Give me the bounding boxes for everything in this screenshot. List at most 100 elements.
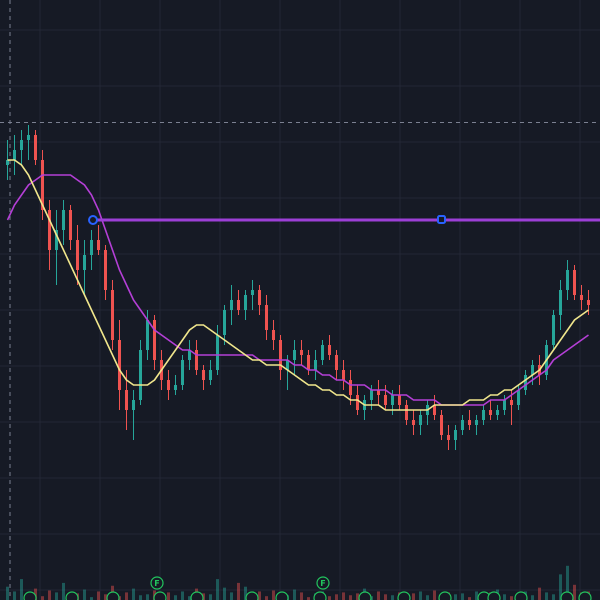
earnings-badge-icon[interactable]	[316, 576, 330, 590]
candle-body[interactable]	[251, 290, 254, 295]
candle-body[interactable]	[335, 355, 338, 370]
event-badge-icon[interactable]	[190, 591, 204, 600]
candle-body[interactable]	[69, 210, 72, 240]
candle-body[interactable]	[174, 385, 177, 390]
candle-body[interactable]	[454, 430, 457, 440]
candle-body[interactable]	[384, 395, 387, 405]
candle-body[interactable]	[510, 400, 513, 405]
candle-body[interactable]	[265, 305, 268, 330]
candle-body[interactable]	[13, 150, 16, 160]
event-badge-icon[interactable]	[397, 591, 411, 600]
candle-body[interactable]	[475, 420, 478, 425]
event-badge-icon[interactable]	[23, 591, 37, 600]
candle-body[interactable]	[580, 295, 583, 300]
candle-body[interactable]	[97, 240, 100, 250]
candle-body[interactable]	[328, 345, 331, 355]
candle-body[interactable]	[132, 400, 135, 410]
candle-body[interactable]	[272, 330, 275, 340]
candle-body[interactable]	[356, 395, 359, 410]
candle-body[interactable]	[202, 370, 205, 380]
event-badge-icon[interactable]	[275, 591, 289, 600]
candle-body[interactable]	[321, 345, 324, 360]
event-badge-icon[interactable]	[65, 591, 79, 600]
candle-body[interactable]	[370, 390, 373, 400]
candle-body[interactable]	[286, 360, 289, 370]
drag-handle-icon[interactable]	[88, 215, 98, 225]
event-badge-icon[interactable]	[313, 591, 327, 600]
event-badge-icon[interactable]	[487, 591, 501, 600]
candle-body[interactable]	[489, 410, 492, 415]
earnings-badge-icon[interactable]	[150, 576, 164, 590]
event-badge-icon[interactable]	[560, 591, 574, 600]
candle-body[interactable]	[552, 315, 555, 345]
candle-body[interactable]	[524, 375, 527, 390]
candle-body[interactable]	[279, 340, 282, 370]
candle-body[interactable]	[195, 350, 198, 370]
candle-body[interactable]	[377, 390, 380, 395]
candle-body[interactable]	[104, 250, 107, 290]
event-badge-icon[interactable]	[514, 591, 528, 600]
candle-body[interactable]	[419, 415, 422, 425]
candle-body[interactable]	[314, 360, 317, 370]
candle-body[interactable]	[34, 135, 37, 160]
candle-body[interactable]	[48, 210, 51, 250]
candle-body[interactable]	[587, 300, 590, 305]
candle-body[interactable]	[503, 400, 506, 410]
candle-body[interactable]	[405, 405, 408, 420]
candle-body[interactable]	[27, 135, 30, 140]
candle-body[interactable]	[531, 365, 534, 375]
candle-body[interactable]	[307, 355, 310, 370]
candle-body[interactable]	[111, 290, 114, 340]
candle-body[interactable]	[461, 420, 464, 430]
candle-body[interactable]	[517, 390, 520, 405]
candle-body[interactable]	[55, 230, 58, 250]
candle-body[interactable]	[391, 395, 394, 405]
candle-body[interactable]	[139, 350, 142, 400]
candle-body[interactable]	[118, 340, 121, 390]
candle-body[interactable]	[349, 380, 352, 395]
candle-body[interactable]	[496, 410, 499, 415]
candle-body[interactable]	[125, 390, 128, 410]
candle-body[interactable]	[6, 160, 9, 165]
event-badge-icon[interactable]	[106, 591, 120, 600]
candle-body[interactable]	[566, 270, 569, 290]
candle-body[interactable]	[181, 360, 184, 385]
candle-body[interactable]	[244, 295, 247, 310]
candle-body[interactable]	[90, 240, 93, 255]
candle-body[interactable]	[146, 320, 149, 350]
candle-body[interactable]	[76, 240, 79, 270]
candle-body[interactable]	[20, 140, 23, 150]
candle-body[interactable]	[440, 415, 443, 435]
candle-body[interactable]	[237, 300, 240, 310]
candle-body[interactable]	[433, 405, 436, 415]
candle-body[interactable]	[468, 420, 471, 425]
drag-handle-icon[interactable]	[437, 215, 446, 224]
candle-body[interactable]	[216, 335, 219, 370]
candle-body[interactable]	[62, 210, 65, 230]
candle-body[interactable]	[188, 350, 191, 360]
candle-body[interactable]	[153, 320, 156, 360]
candle-body[interactable]	[223, 310, 226, 335]
candle-body[interactable]	[167, 380, 170, 390]
candle-body[interactable]	[209, 370, 212, 380]
event-badge-icon[interactable]	[438, 591, 452, 600]
candle-body[interactable]	[412, 420, 415, 425]
candle-body[interactable]	[447, 435, 450, 440]
horizontal-line-drawing[interactable]	[88, 215, 600, 225]
candle-body[interactable]	[573, 270, 576, 295]
event-badge-icon[interactable]	[153, 591, 167, 600]
candle-body[interactable]	[230, 300, 233, 310]
candle-body[interactable]	[342, 370, 345, 380]
candle-body[interactable]	[258, 290, 261, 305]
event-badge-icon[interactable]	[578, 591, 592, 600]
candle-body[interactable]	[559, 290, 562, 315]
candle-body[interactable]	[41, 160, 44, 210]
event-badge-icon[interactable]	[245, 591, 259, 600]
candle-body[interactable]	[83, 255, 86, 270]
candle-body[interactable]	[482, 410, 485, 420]
candle-body[interactable]	[293, 350, 296, 360]
candle-body[interactable]	[398, 395, 401, 405]
candle-body[interactable]	[300, 350, 303, 355]
